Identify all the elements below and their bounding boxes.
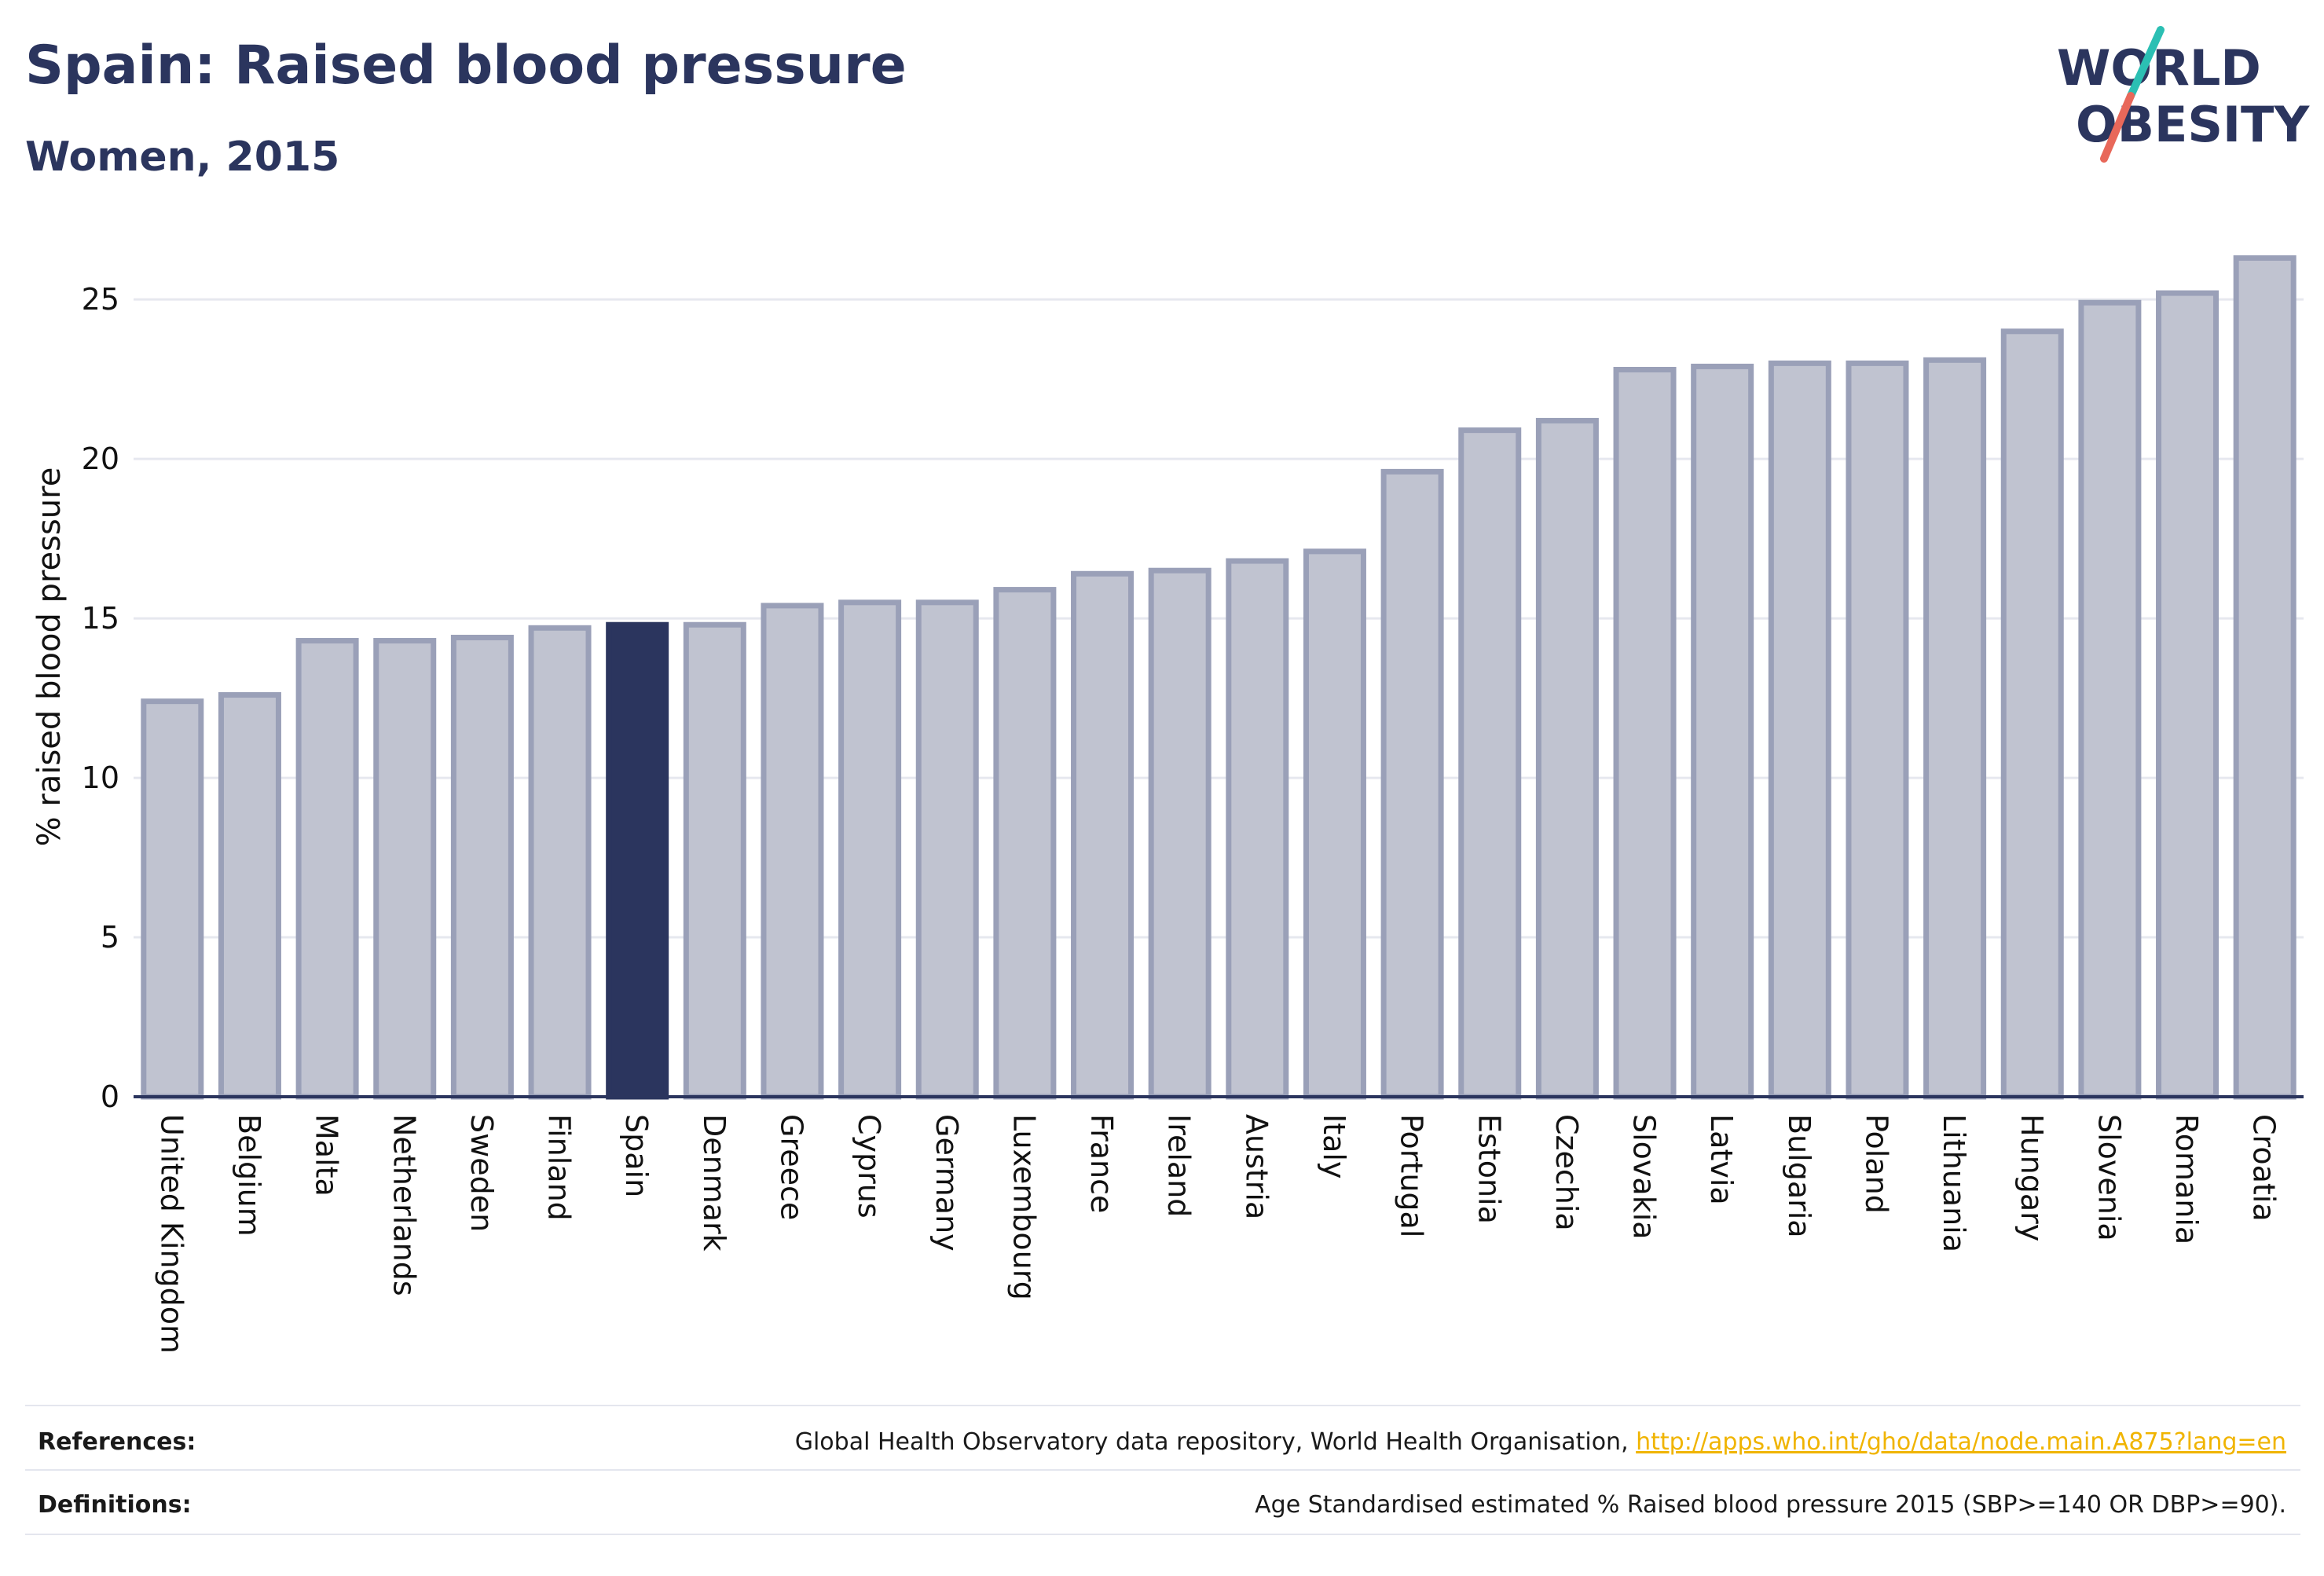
logo-slash-bottom [2100, 92, 2135, 163]
x-tick-label: Spain [619, 1114, 654, 1197]
references-label: References: [38, 1428, 196, 1456]
bars [141, 255, 2297, 1100]
y-tick-label: 5 [101, 920, 119, 955]
bar-france [1071, 570, 1135, 1100]
x-tick-label: Croatia [2247, 1114, 2282, 1222]
x-tick-label: United Kingdom [154, 1114, 189, 1354]
x-tick-label: Slovakia [1627, 1114, 1662, 1240]
bar-chart: 0 5 10 15 20 25 United Kingdom Belgium Malta Net… [31, 255, 2304, 1354]
x-tick-label: Luxembourg [1006, 1114, 1041, 1300]
x-tick-label: Lithuania [1937, 1114, 1971, 1252]
bar-portugal [1380, 468, 1444, 1100]
y-tick-label: 0 [101, 1079, 119, 1114]
bar-lithuania [1923, 357, 1987, 1100]
definitions-label: Definitions: [38, 1491, 192, 1519]
bar-luxembourg [993, 587, 1057, 1100]
x-tick-label: Bulgaria [1782, 1114, 1816, 1238]
bar-hungary [2000, 328, 2064, 1100]
x-tick-label: Finland [542, 1114, 577, 1221]
y-axis-label: % raised blood pressure [31, 467, 68, 847]
bar-ireland [1148, 567, 1211, 1100]
y-tick-label: 25 [82, 282, 119, 317]
bar-croatia [2233, 255, 2297, 1100]
bar-slovenia [2078, 299, 2142, 1100]
bar-netherlands [373, 638, 437, 1100]
x-tick-label: Denmark [697, 1114, 731, 1252]
footer-divider-top [25, 1405, 2300, 1406]
bar-cyprus [838, 599, 902, 1100]
x-tick-label: Italy [1317, 1114, 1351, 1178]
bar-sweden [450, 634, 514, 1100]
references-link[interactable]: http://apps.who.int/gho/data/node.main.A… [1636, 1428, 2286, 1456]
chart-title: Spain: Raised blood pressure [25, 35, 907, 97]
x-tick-label: Cyprus [852, 1114, 886, 1219]
x-tick-label: Ireland [1162, 1114, 1197, 1217]
x-tick-label: Latvia [1704, 1114, 1739, 1205]
x-tick-label: Czechia [1549, 1114, 1584, 1231]
bar-spain [606, 621, 669, 1100]
bar-romania [2156, 290, 2220, 1100]
logo-line1: WORLD [2057, 39, 2261, 97]
bar-czechia [1535, 417, 1599, 1100]
x-tick-label: Greece [774, 1114, 808, 1220]
definitions-text: Age Standardised estimated % Raised bloo… [1255, 1491, 2286, 1519]
world-obesity-logo: WORLD OBESITY [2057, 26, 2310, 163]
x-tick-label: Romania [2169, 1114, 2204, 1244]
x-tick-label: Germany [929, 1114, 964, 1252]
y-tick-labels: 0 5 10 15 20 25 [82, 282, 119, 1114]
x-tick-label: Portugal [1395, 1114, 1429, 1237]
bar-austria [1226, 558, 1289, 1100]
bar-malta [295, 638, 359, 1100]
y-tick-label: 20 [82, 442, 119, 476]
bar-bulgaria [1768, 360, 1831, 1100]
bar-greece [761, 603, 824, 1100]
x-tick-label: Sweden [464, 1114, 499, 1232]
bar-estonia [1458, 427, 1522, 1100]
x-tick-labels: United Kingdom Belgium Malta Netherlands Swe… [154, 1114, 2281, 1354]
x-tick-label: Poland [1859, 1114, 1893, 1214]
bar-latvia [1691, 363, 1754, 1100]
footer-divider-bottom [25, 1534, 2300, 1535]
x-tick-label: Netherlands [387, 1114, 421, 1296]
x-tick-label: Hungary [2014, 1114, 2049, 1241]
bar-slovakia [1613, 366, 1677, 1100]
chart-subtitle: Women, 2015 [25, 134, 340, 181]
references-text: Global Health Observatory data repositor… [795, 1428, 2286, 1456]
logo-slash-top [2127, 26, 2165, 100]
bar-poland [1846, 360, 1909, 1100]
y-tick-label: 10 [82, 761, 119, 795]
footer-divider-middle [25, 1469, 2300, 1471]
bar-italy [1303, 548, 1366, 1100]
bar-denmark [683, 621, 746, 1100]
references-source: Global Health Observatory data repositor… [794, 1428, 1637, 1456]
x-tick-label: Slovenia [2091, 1114, 2126, 1241]
bar-germany [915, 599, 979, 1100]
x-tick-label: Estonia [1472, 1114, 1506, 1224]
x-tick-label: France [1084, 1114, 1119, 1213]
bar-belgium [218, 692, 281, 1100]
bar-finland [528, 625, 592, 1100]
x-tick-label: Belgium [232, 1114, 266, 1237]
y-tick-label: 15 [82, 601, 119, 636]
x-tick-label: Malta [310, 1114, 344, 1197]
bar-united-kingdom [141, 698, 204, 1100]
x-tick-label: Austria [1239, 1114, 1274, 1219]
